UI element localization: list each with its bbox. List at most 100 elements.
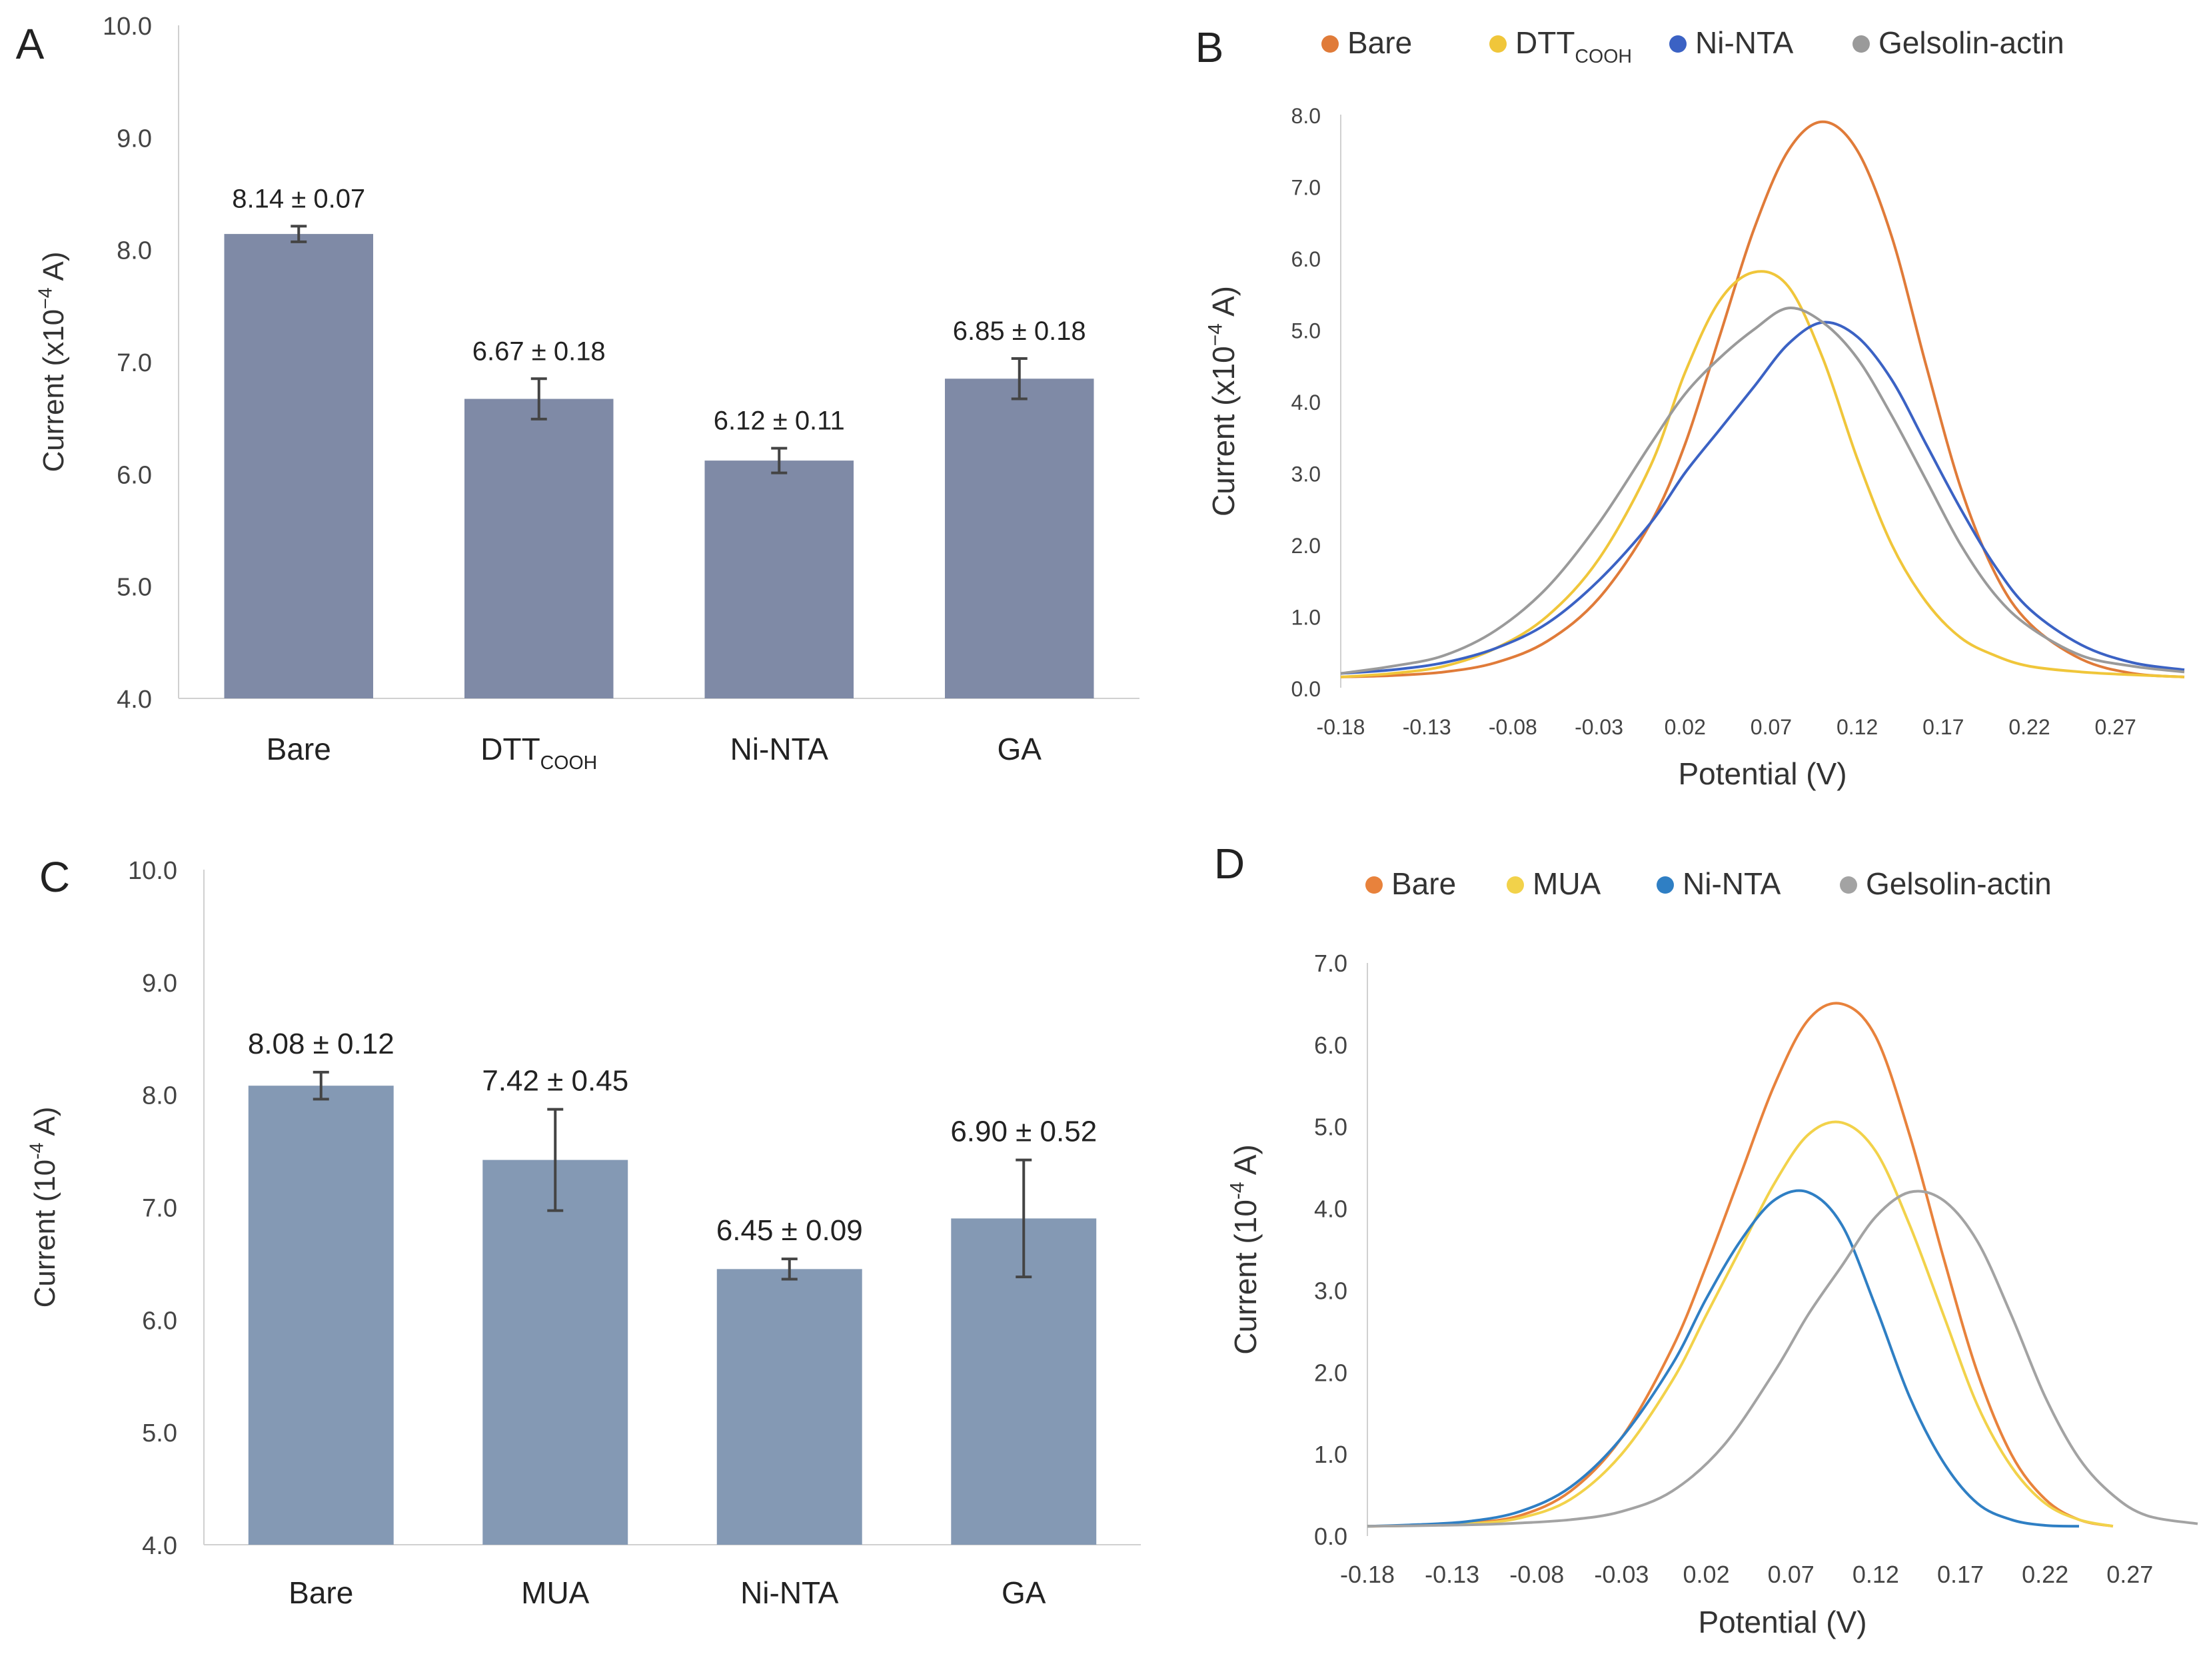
panel-D-ylabel-part-0: Current (10	[1228, 1200, 1263, 1355]
panel-C-category-0: Bare	[289, 1575, 353, 1610]
panel-letter-C: C	[39, 853, 70, 901]
panel-D-ylabel-part-1: -4	[1227, 1182, 1249, 1200]
panel-D-legend-0-label: Bare	[1391, 866, 1456, 901]
panel-D-legend-3-marker	[1840, 876, 1857, 894]
panel-C-bar-2	[716, 1269, 862, 1545]
panel-D-legend-1-marker	[1507, 876, 1524, 894]
panel-A-ylabel: Current (x10−4 A)	[35, 252, 70, 472]
panel-A-ylabel-part-0: Current (x10	[37, 309, 70, 472]
figure-layer: A B C D 4.0 5.0 6.0 7.0 8.0 9.0 10.0 8.14 ± 0.07 Bar…	[16, 13, 2198, 1639]
panel-D-legend-0-label-main: Bare	[1391, 866, 1456, 901]
panel-D-legend-1-label: MUA	[1533, 866, 1601, 901]
panel-B-legend-0-marker	[1321, 35, 1339, 53]
panel-A-ylabel-part-1: −4	[35, 287, 56, 309]
panel-A-ytick-4: 8.0	[117, 237, 152, 265]
panel-D-xtick-1: -0.13	[1425, 1561, 1479, 1588]
panel-D-xtick-0: -0.18	[1340, 1561, 1395, 1588]
panel-B-legend-1-label-subscript: COOH	[1575, 46, 1632, 67]
panel-D-series-1-line	[1367, 1120, 2114, 1528]
panel-A-bar-3	[944, 379, 1094, 698]
panel-B-legend-2-label-main: Ni-NTA	[1695, 25, 1794, 60]
panel-C-data-label-3: 6.90 ± 0.52	[950, 1116, 1097, 1148]
panel-B-ytick-1: 1.0	[1291, 606, 1321, 630]
panel-D-xtick-6: 0.12	[1852, 1561, 1899, 1588]
panel-C-ytick-3: 7.0	[142, 1195, 177, 1223]
panel-C-ylabel-part-0: Current (10	[29, 1160, 61, 1308]
panel-D-ytick-5: 5.0	[1314, 1114, 1347, 1141]
panel-D-legend-3-label: Gelsolin-actin	[1866, 866, 2052, 901]
panel-D-ytick-2: 2.0	[1314, 1359, 1347, 1386]
panel-D-xtick-5: 0.07	[1768, 1561, 1815, 1588]
panel-C-category-1-main: MUA	[521, 1575, 590, 1610]
panel-letter-D: D	[1214, 840, 1245, 888]
panel-D-xtick-3: -0.03	[1594, 1561, 1649, 1588]
panel-A-ytick-2: 6.0	[117, 461, 152, 489]
panel-A-ytick-1: 5.0	[117, 574, 152, 602]
panel-B-ytick-7: 7.0	[1291, 176, 1321, 200]
panel-D-legend-2-label: Ni-NTA	[1683, 866, 1781, 901]
panel-C-ylabel: Current (10-4 A)	[26, 1107, 61, 1308]
panel-B-legend-3-marker	[1852, 35, 1870, 53]
panel-B-ylabel-part-0: Current (x10	[1206, 346, 1241, 516]
panel-B-xtick-5: 0.07	[1751, 715, 1792, 739]
panel-A-bar-0	[224, 234, 374, 699]
panel-B-ytick-4: 4.0	[1291, 391, 1321, 415]
panel-B-ytick-3: 3.0	[1291, 462, 1321, 486]
panel-D-legend-0-marker	[1365, 876, 1383, 894]
panel-B-legend-2-label: Ni-NTA	[1695, 25, 1794, 60]
panel-D-series-0-line	[1367, 1002, 2114, 1528]
panel-B-ytick-8: 8.0	[1291, 104, 1321, 128]
panel-D-ytick-1: 1.0	[1314, 1441, 1347, 1468]
panel-B-ylabel: Current (x10−4 A)	[1205, 286, 1241, 516]
panel-C-bar-1	[482, 1160, 628, 1545]
panel-B-xtick-6: 0.12	[1837, 715, 1878, 739]
panel-B-legend-3-label-main: Gelsolin-actin	[1878, 25, 2064, 60]
panel-C-ytick-1: 5.0	[142, 1419, 177, 1447]
panel-B-legend-3-label: Gelsolin-actin	[1878, 25, 2064, 60]
panel-D-xlabel: Potential (V)	[1698, 1605, 1866, 1639]
panel-B-xtick-4: 0.02	[1665, 715, 1706, 739]
panel-B-legend-0-label: Bare	[1347, 25, 1412, 60]
panel-B-xtick-3: -0.03	[1575, 715, 1623, 739]
panel-C-ylabel-part-2: A)	[29, 1107, 61, 1143]
panel-B-xlabel: Potential (V)	[1678, 756, 1846, 791]
panel-A-category-1-subscript: COOH	[540, 752, 598, 774]
panel-C-data-label-0: 8.08 ± 0.12	[248, 1028, 394, 1060]
panel-A-ylabel-text: Current (x10−4 A)	[35, 252, 70, 472]
panel-B-series-0-line	[1340, 120, 2185, 678]
panel-B-series-3-line	[1340, 307, 2185, 675]
panel-D-ytick-7: 7.0	[1314, 950, 1347, 977]
panel-D-ylabel-part-2: A)	[1228, 1144, 1263, 1182]
panel-B-ylabel-part-1: −4	[1205, 323, 1227, 346]
panel-B-legend-0-label-main: Bare	[1347, 25, 1412, 60]
panel-A-data-label-2: 6.12 ± 0.11	[714, 407, 845, 436]
panel-A-ytick-5: 9.0	[117, 125, 152, 153]
panel-A-ylabel-part-2: A)	[37, 252, 70, 288]
panel-B-ytick-0: 0.0	[1291, 677, 1321, 701]
panel-A-ytick-3: 7.0	[117, 349, 152, 377]
panel-D-xtick-7: 0.17	[1937, 1561, 1984, 1588]
panel-D-legend-2-marker	[1657, 876, 1674, 894]
panel-B-ytick-5: 5.0	[1291, 319, 1321, 343]
panel-B-series-1-line	[1340, 270, 2185, 678]
panel-B-xtick-0: -0.18	[1317, 715, 1365, 739]
panel-B-xtick-9: 0.27	[2095, 715, 2136, 739]
panel-letter-A: A	[16, 20, 45, 68]
panel-A-bar-2	[704, 460, 854, 698]
panel-D-ytick-3: 3.0	[1314, 1277, 1347, 1304]
panel-D-xtick-2: -0.08	[1509, 1561, 1564, 1588]
panel-A-category-1-main: DTT	[480, 732, 540, 766]
panel-C-category-0-main: Bare	[289, 1575, 353, 1610]
panel-D-ylabel-text: Current (10-4 A)	[1227, 1144, 1263, 1354]
panel-A-category-3-main: GA	[998, 732, 1042, 766]
panel-A-category-2: Ni-NTA	[730, 732, 829, 766]
panel-B-xtick-2: -0.08	[1489, 715, 1537, 739]
panel-B-ylabel-part-2: A)	[1206, 286, 1241, 323]
panel-B-xtick-1: -0.13	[1403, 715, 1451, 739]
panel-B-legend-2-marker	[1669, 35, 1687, 53]
panel-D-series-3-line	[1367, 1190, 2198, 1528]
panel-C-bar-0	[248, 1086, 394, 1545]
panel-D-ytick-0: 0.0	[1314, 1523, 1347, 1550]
panel-D-legend-1-label-main: MUA	[1533, 866, 1601, 901]
